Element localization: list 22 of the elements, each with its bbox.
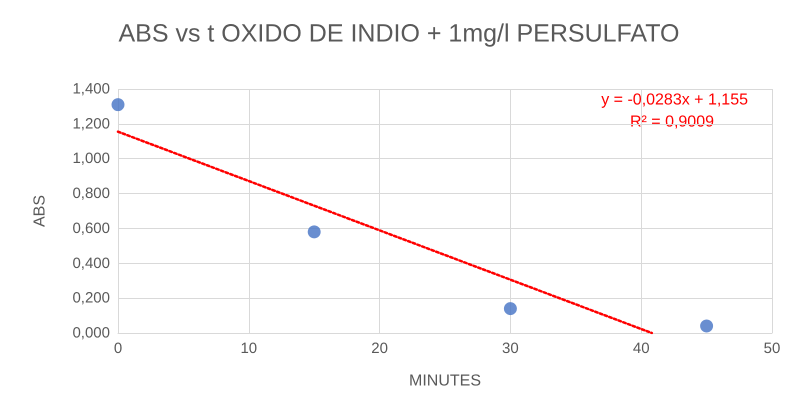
y-tick-label: 1,400: [72, 80, 110, 98]
x-tick-label: 50: [764, 340, 780, 357]
point: [112, 98, 124, 112]
annotation: y = -0,0283x + 1,155: [601, 92, 748, 108]
x-tick-label: 30: [502, 340, 519, 357]
x-tick-label: 40: [632, 340, 650, 357]
y-tick-label: 0,400: [72, 254, 110, 272]
y-tick-label: 0,000: [72, 324, 110, 342]
y-tick-label: 1,200: [72, 115, 110, 132]
x-tick-label: 10: [240, 340, 258, 357]
chart-title: ABS vs t OXIDO DE INDIO + 1mg/l PERSULFATO: [118, 20, 680, 48]
x-tick-label: 0: [114, 340, 122, 357]
y-tick-label: 0,800: [72, 185, 110, 202]
y-tick-label: 1,000: [72, 150, 110, 168]
y-tick-label: 0,200: [72, 290, 110, 307]
x-tick-label: 20: [371, 340, 388, 357]
point: [700, 320, 714, 333]
point: [308, 225, 321, 238]
y-axis-title: ABS: [32, 194, 48, 228]
point: [504, 302, 517, 316]
y-tick-label: 0,600: [72, 220, 110, 237]
x-axis-title: MINUTES: [409, 372, 481, 390]
